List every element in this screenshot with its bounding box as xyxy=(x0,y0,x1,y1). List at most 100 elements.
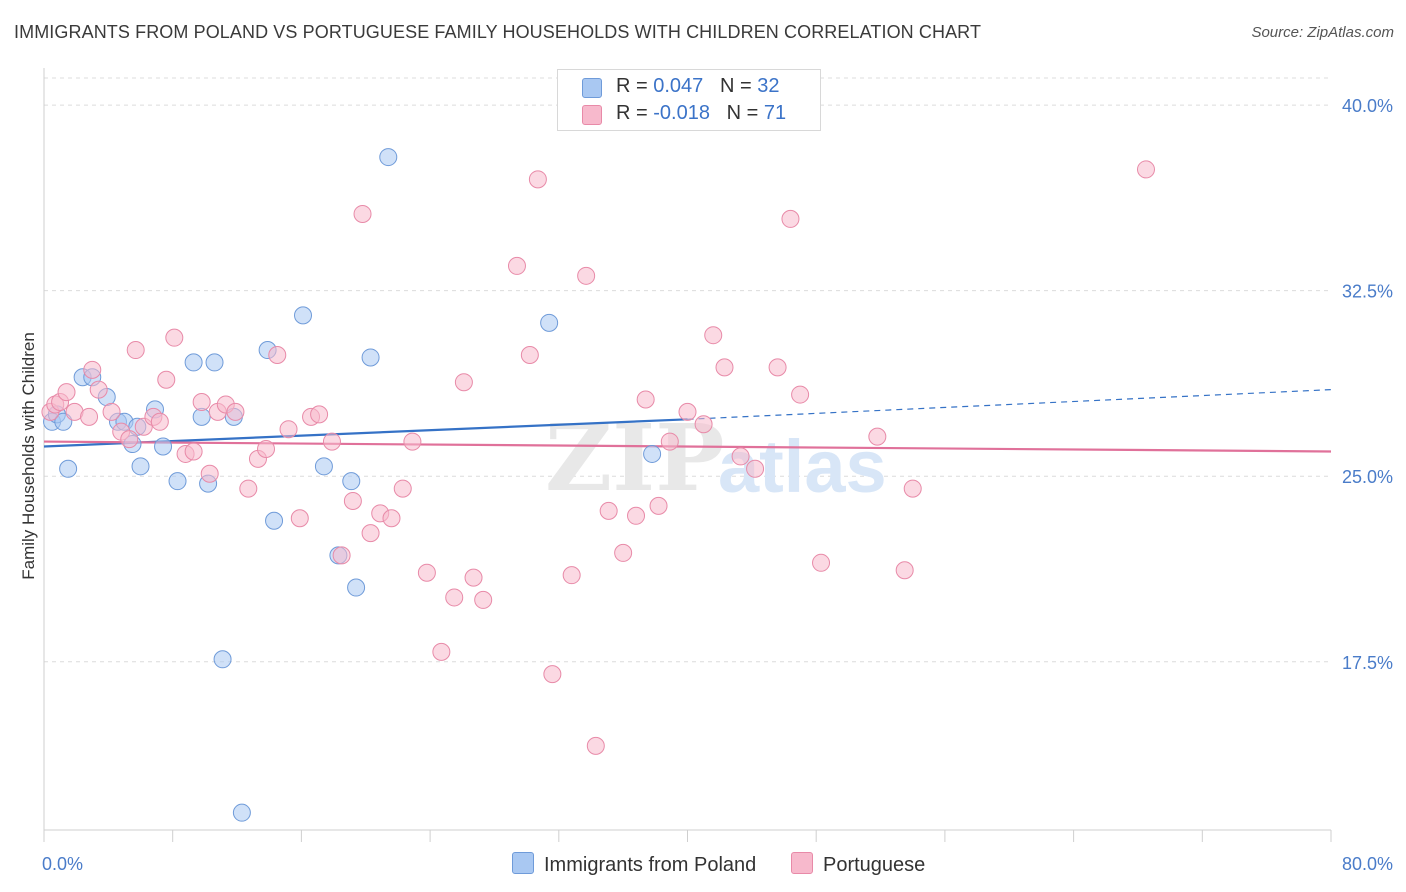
portuguese-trend-line xyxy=(43,440,1332,453)
portuguese-point xyxy=(126,341,145,360)
portuguese-point xyxy=(268,345,287,364)
portuguese-point xyxy=(184,442,203,461)
bottom-legend-portuguese: Portuguese xyxy=(791,852,925,877)
portuguese-point xyxy=(577,266,596,285)
axes xyxy=(43,68,1332,842)
poland-trend-extension xyxy=(687,389,1332,420)
bottom-legend-swatch-poland xyxy=(512,852,534,874)
correlation-legend: R = 0.047 N = 32 R = -0.018 N = 71 xyxy=(557,69,821,131)
poland-point xyxy=(54,412,73,431)
x-tick-label: 0.0% xyxy=(42,854,83,874)
portuguese-point xyxy=(715,358,734,377)
portuguese-point xyxy=(102,402,121,421)
poland-point xyxy=(361,348,380,367)
portuguese-point xyxy=(528,170,547,189)
poland-point xyxy=(232,803,251,822)
legend-n-label: N = xyxy=(719,75,758,97)
legend-n-value: 32 xyxy=(757,75,780,97)
legend-n-value: 71 xyxy=(763,102,787,124)
portuguese-point xyxy=(120,430,139,449)
poland-point xyxy=(59,459,78,478)
portuguese-point xyxy=(1136,160,1155,179)
legend-r-value: 0.047 xyxy=(653,75,704,97)
portuguese-point xyxy=(393,479,412,498)
watermark-atlas: atlas xyxy=(718,425,887,508)
portuguese-point xyxy=(403,432,422,451)
portuguese-point xyxy=(165,328,184,347)
poland-point xyxy=(347,578,366,597)
portuguese-point xyxy=(586,736,605,755)
trend-lines xyxy=(43,389,1332,453)
poland-point xyxy=(540,313,559,332)
portuguese-point xyxy=(903,479,922,498)
portuguese-point xyxy=(89,380,108,399)
poland-point xyxy=(643,444,662,463)
portuguese-point xyxy=(157,370,176,389)
y-axis-label: Family Households with Children xyxy=(19,332,38,580)
y-tick-label: 40.0% xyxy=(1342,96,1393,116)
portuguese-point xyxy=(432,642,451,661)
legend-swatch-portuguese xyxy=(582,105,602,125)
poland-point xyxy=(294,306,313,325)
portuguese-point xyxy=(704,326,723,345)
y-tick-label: 25.0% xyxy=(1342,467,1393,487)
portuguese-point xyxy=(361,524,380,543)
bottom-legend-swatch-portuguese xyxy=(791,852,813,874)
portuguese-point xyxy=(226,402,245,421)
legend-swatch-poland xyxy=(582,78,602,98)
data-points xyxy=(41,148,1155,822)
portuguese-point xyxy=(257,440,276,458)
portuguese-point xyxy=(310,405,329,424)
portuguese-point xyxy=(660,432,679,451)
portuguese-point xyxy=(507,256,526,275)
portuguese-point xyxy=(562,566,581,585)
poland-point xyxy=(131,457,150,476)
portuguese-point xyxy=(614,543,633,562)
bottom-legend-label-portuguese: Portuguese xyxy=(823,854,926,876)
poland-point xyxy=(314,457,333,476)
portuguese-point xyxy=(746,459,765,478)
bottom-legend-label-poland: Immigrants from Poland xyxy=(544,854,757,876)
bottom-legend-poland: Immigrants from Poland xyxy=(512,852,756,877)
portuguese-point xyxy=(791,385,810,404)
portuguese-point xyxy=(599,501,618,520)
portuguese-point xyxy=(636,390,655,409)
portuguese-point xyxy=(649,496,668,515)
portuguese-point xyxy=(239,479,258,498)
chart-source: Source: ZipAtlas.com xyxy=(1251,24,1394,41)
portuguese-point xyxy=(150,412,169,431)
poland-point xyxy=(379,148,398,167)
portuguese-point xyxy=(343,491,362,510)
portuguese-point xyxy=(678,402,697,421)
poland-point xyxy=(184,353,203,372)
portuguese-point xyxy=(279,420,298,439)
poland-point xyxy=(168,472,187,491)
tick-labels: 17.5% 25.0% 32.5% 40.0% 0.0% 80.0% xyxy=(42,96,1393,874)
portuguese-point xyxy=(80,407,99,426)
legend-r-label: R = xyxy=(616,102,654,124)
chart-title: IMMIGRANTS FROM POLAND VS PORTUGUESE FAM… xyxy=(14,22,982,42)
portuguese-point xyxy=(731,447,750,466)
portuguese-point xyxy=(895,561,914,580)
portuguese-point xyxy=(868,427,887,446)
portuguese-point xyxy=(627,506,646,525)
poland-point xyxy=(213,650,232,669)
portuguese-point xyxy=(454,373,473,392)
portuguese-point xyxy=(192,392,211,411)
portuguese-point xyxy=(781,209,800,228)
portuguese-point xyxy=(768,358,787,377)
portuguese-point xyxy=(322,432,341,451)
y-tick-label: 32.5% xyxy=(1342,282,1393,302)
x-tick-label: 80.0% xyxy=(1342,854,1393,874)
portuguese-point xyxy=(474,590,493,609)
portuguese-point xyxy=(520,345,539,364)
portuguese-point xyxy=(417,563,436,582)
portuguese-point xyxy=(83,360,102,379)
portuguese-point xyxy=(290,509,309,528)
portuguese-point xyxy=(353,204,372,223)
legend-r-value: -0.018 xyxy=(653,102,710,124)
poland-point xyxy=(205,353,224,372)
legend-n-label: N = xyxy=(726,102,764,124)
portuguese-point xyxy=(57,383,76,402)
